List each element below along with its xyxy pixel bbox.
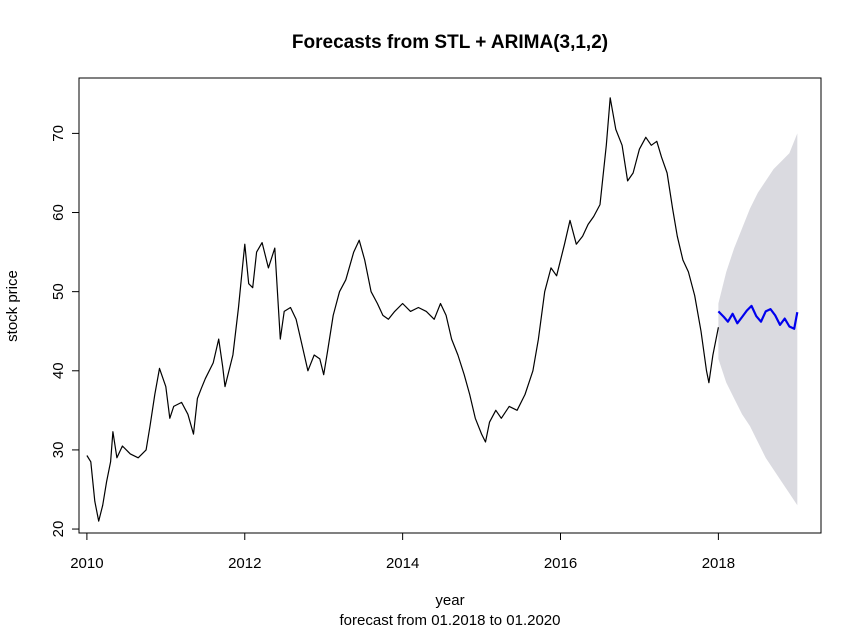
y-tick-label: 50 bbox=[50, 283, 67, 300]
x-tick-label: 2010 bbox=[70, 555, 103, 572]
x-axis: 2010 2012 2014 2016 2018 bbox=[70, 532, 735, 572]
y-tick-label: 20 bbox=[50, 521, 67, 538]
x-tick-label: 2012 bbox=[228, 555, 261, 572]
y-tick-label: 30 bbox=[50, 442, 67, 459]
y-tick-label: 60 bbox=[50, 204, 67, 221]
y-tick-label: 70 bbox=[50, 125, 67, 142]
observed-series-line bbox=[86, 97, 719, 522]
chart-title: Forecasts from STL + ARIMA(3,1,2) bbox=[292, 32, 608, 53]
x-tick-label: 2014 bbox=[386, 555, 419, 572]
series-layer bbox=[86, 97, 799, 522]
forecast-series-line bbox=[717, 304, 799, 330]
y-axis-label: stock price bbox=[4, 270, 21, 342]
forecast-period-subtitle: forecast from 01.2018 to 01.2020 bbox=[340, 612, 561, 629]
y-axis: 20 30 40 50 60 70 bbox=[50, 125, 80, 538]
y-tick-label: 40 bbox=[50, 362, 67, 379]
plot-frame bbox=[78, 77, 822, 534]
x-tick-label: 2016 bbox=[544, 555, 577, 572]
x-tick-label: 2018 bbox=[702, 555, 735, 572]
x-axis-label: year bbox=[435, 592, 464, 609]
